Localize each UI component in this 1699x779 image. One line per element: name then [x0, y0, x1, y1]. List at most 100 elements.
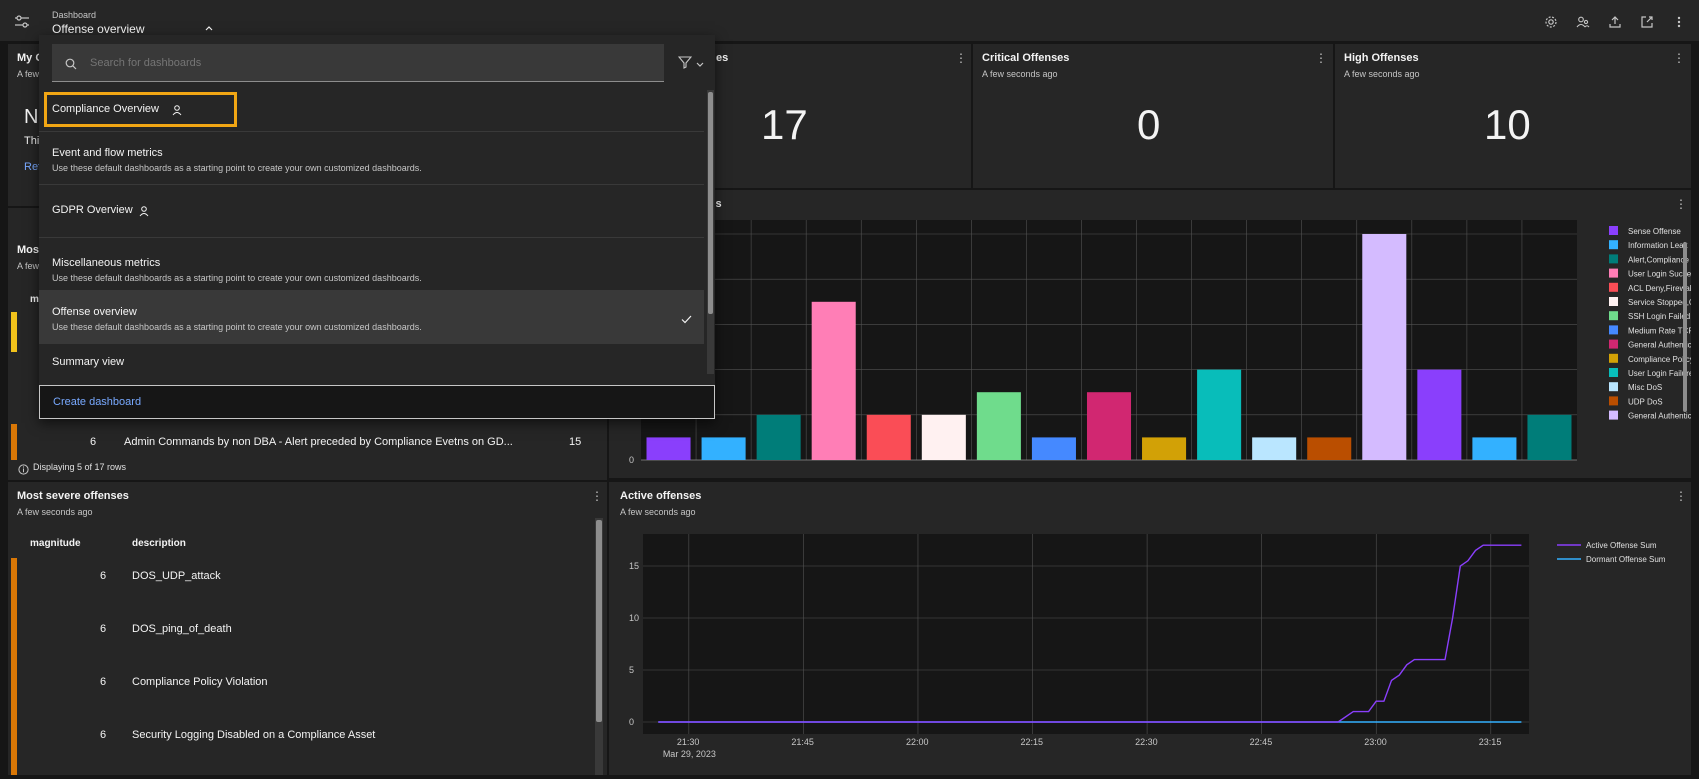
refresh-link[interactable]: Ref [24, 161, 42, 173]
x-tick-label: 21:30 [677, 737, 700, 747]
row-description: Compliance Policy Violation [132, 676, 268, 688]
tile-subtitle: A few seconds ago [982, 69, 1058, 79]
dashboard-option-event-flow-metrics[interactable]: Event and flow metrics Use these default… [39, 132, 704, 185]
x-tick-label: 22:15 [1021, 737, 1044, 747]
overflow-menu-icon[interactable]: ⋮ [1315, 51, 1327, 65]
dashboard-option-offense-overview[interactable]: Offense overview Use these default dashb… [39, 291, 704, 344]
tile-subtitle: A few seconds ago [17, 507, 93, 517]
option-title: Summary view [52, 356, 125, 368]
scrollbar-thumb[interactable] [708, 92, 713, 314]
legend-label: Alert,Compliance Policy Vio... [1628, 255, 1691, 264]
legend-label: User Login Failure,SSH Logi... [1628, 369, 1691, 378]
row-magnitude: 6 [90, 436, 97, 448]
row-description[interactable]: Admin Commands by non DBA - Alert preced… [124, 436, 513, 448]
bar [1142, 437, 1187, 460]
share-users-icon[interactable] [1575, 14, 1591, 30]
overflow-menu-icon[interactable]: ⋮ [1675, 197, 1687, 211]
overflow-menu-icon[interactable]: ⋮ [955, 51, 967, 65]
x-tick-label: 22:00 [906, 737, 929, 747]
option-description: Use these default dashboards as a starti… [52, 273, 422, 283]
column-header-magnitude[interactable]: magnitude [30, 538, 81, 549]
dashboard-title: Offense overview [52, 22, 145, 36]
legend-label: Dormant Offense Sum [1586, 555, 1666, 564]
search-icon [65, 57, 77, 75]
column-header-description[interactable]: description [132, 538, 186, 549]
legend-label: Service Stopped,Compliance ... [1628, 298, 1691, 307]
legend-swatch [1609, 311, 1618, 321]
row-magnitude: 6 [100, 570, 107, 582]
scrollbar-thumb[interactable] [596, 520, 602, 722]
x-tick-label: 22:45 [1250, 737, 1273, 747]
y-tick-label: 10 [629, 613, 639, 623]
x-tick-label: 22:30 [1135, 737, 1158, 747]
filter-dropdown-button[interactable] [672, 50, 712, 74]
search-box[interactable] [52, 44, 664, 82]
bar [1417, 369, 1462, 460]
chevron-down-icon [695, 57, 705, 75]
option-title: Event and flow metrics [52, 147, 163, 159]
offense-categories-chart: 0 Sense Offense Information Leak Alert,Comp… [629, 220, 1691, 465]
create-dashboard-button[interactable]: Create dashboard [39, 385, 715, 419]
plot-area [643, 534, 1529, 734]
legend-label: ACL Deny,Firewall Deny [1628, 284, 1691, 293]
bar [866, 414, 911, 460]
dashboard-option-summary-view[interactable]: Summary view [39, 344, 704, 374]
legend-swatch [1609, 396, 1618, 406]
severity-bar [11, 424, 17, 460]
legend-label: User Login Success,Suspicio... [1628, 270, 1691, 279]
most-severe-offenses-tile: Most severe offenses A few seconds ago ⋮… [8, 482, 607, 775]
dashboard-selector[interactable]: Offense overview [52, 20, 222, 38]
overflow-menu-icon[interactable]: ⋮ [1675, 489, 1687, 503]
bar [646, 437, 691, 460]
legend-label: Medium Rate TCP Scan [1628, 326, 1691, 335]
info-icon [18, 462, 29, 480]
row-magnitude: 6 [100, 623, 107, 635]
search-input[interactable] [90, 54, 650, 72]
y-tick-label: 0 [629, 717, 634, 727]
legend-swatch [1609, 226, 1618, 235]
metric-value: 0 [1137, 101, 1161, 148]
filter-settings-icon[interactable] [14, 14, 30, 30]
legend-swatch [1609, 410, 1618, 420]
overflow-menu-icon[interactable]: ⋮ [1673, 51, 1685, 65]
row-magnitude: 6 [100, 729, 107, 741]
option-description: Use these default dashboards as a starti… [52, 163, 422, 173]
dashboard-option-compliance-overview[interactable]: Compliance Overview [39, 88, 704, 132]
tile-subtitle: A few seconds ago [620, 507, 696, 517]
overflow-menu-icon[interactable]: ⋮ [591, 489, 603, 503]
overflow-menu-icon[interactable] [1671, 14, 1687, 30]
option-description: Use these default dashboards as a starti… [52, 322, 422, 332]
export-icon[interactable] [1607, 14, 1623, 30]
row-count: 15 [569, 436, 582, 448]
severity-bar [11, 558, 17, 775]
tile-title: Active offenses [620, 490, 702, 502]
legend-label: Misc DoS [1628, 383, 1662, 392]
legend-label: Sense Offense [1628, 227, 1681, 236]
tile-subtitle: A few [17, 261, 40, 271]
tile-subtitle: A few seconds ago [1344, 69, 1420, 79]
bar [701, 437, 746, 460]
legend-swatch [1609, 297, 1618, 306]
option-title: Offense overview [52, 306, 137, 318]
series-line [658, 544, 1522, 723]
dashboard-option-gdpr-overview[interactable]: GDPR Overview [39, 185, 704, 238]
row-description: DOS_UDP_attack [132, 570, 221, 582]
settings-icon[interactable] [1543, 14, 1559, 30]
active-offenses-chart: 21:30 21:45 22:00 22:15 22:30 22:45 23:00 23:15… [629, 534, 1666, 759]
tile-title: My O [17, 52, 44, 64]
bar [1307, 437, 1352, 460]
row-magnitude: 6 [100, 676, 107, 688]
bar [756, 414, 801, 460]
tile-title: High Offenses [1344, 52, 1419, 64]
critical-offenses-tile: Critical Offenses A few seconds ago ⋮ 0 [973, 44, 1333, 188]
legend-scrollbar[interactable] [1683, 242, 1687, 412]
dashboard-option-miscellaneous-metrics[interactable]: Miscellaneous metrics Use these default … [39, 238, 704, 291]
vertical-scrollbar[interactable] [595, 518, 603, 775]
legend-swatch [1609, 339, 1618, 349]
dropdown-scrollbar[interactable] [707, 90, 714, 374]
launch-icon[interactable] [1639, 14, 1655, 30]
active-offenses-tile: Active offenses A few seconds ago ⋮ 21:3… [609, 482, 1691, 775]
bar [1527, 414, 1572, 460]
bar [1252, 437, 1297, 460]
legend-label: Compliance Policy Violation [1628, 355, 1691, 364]
